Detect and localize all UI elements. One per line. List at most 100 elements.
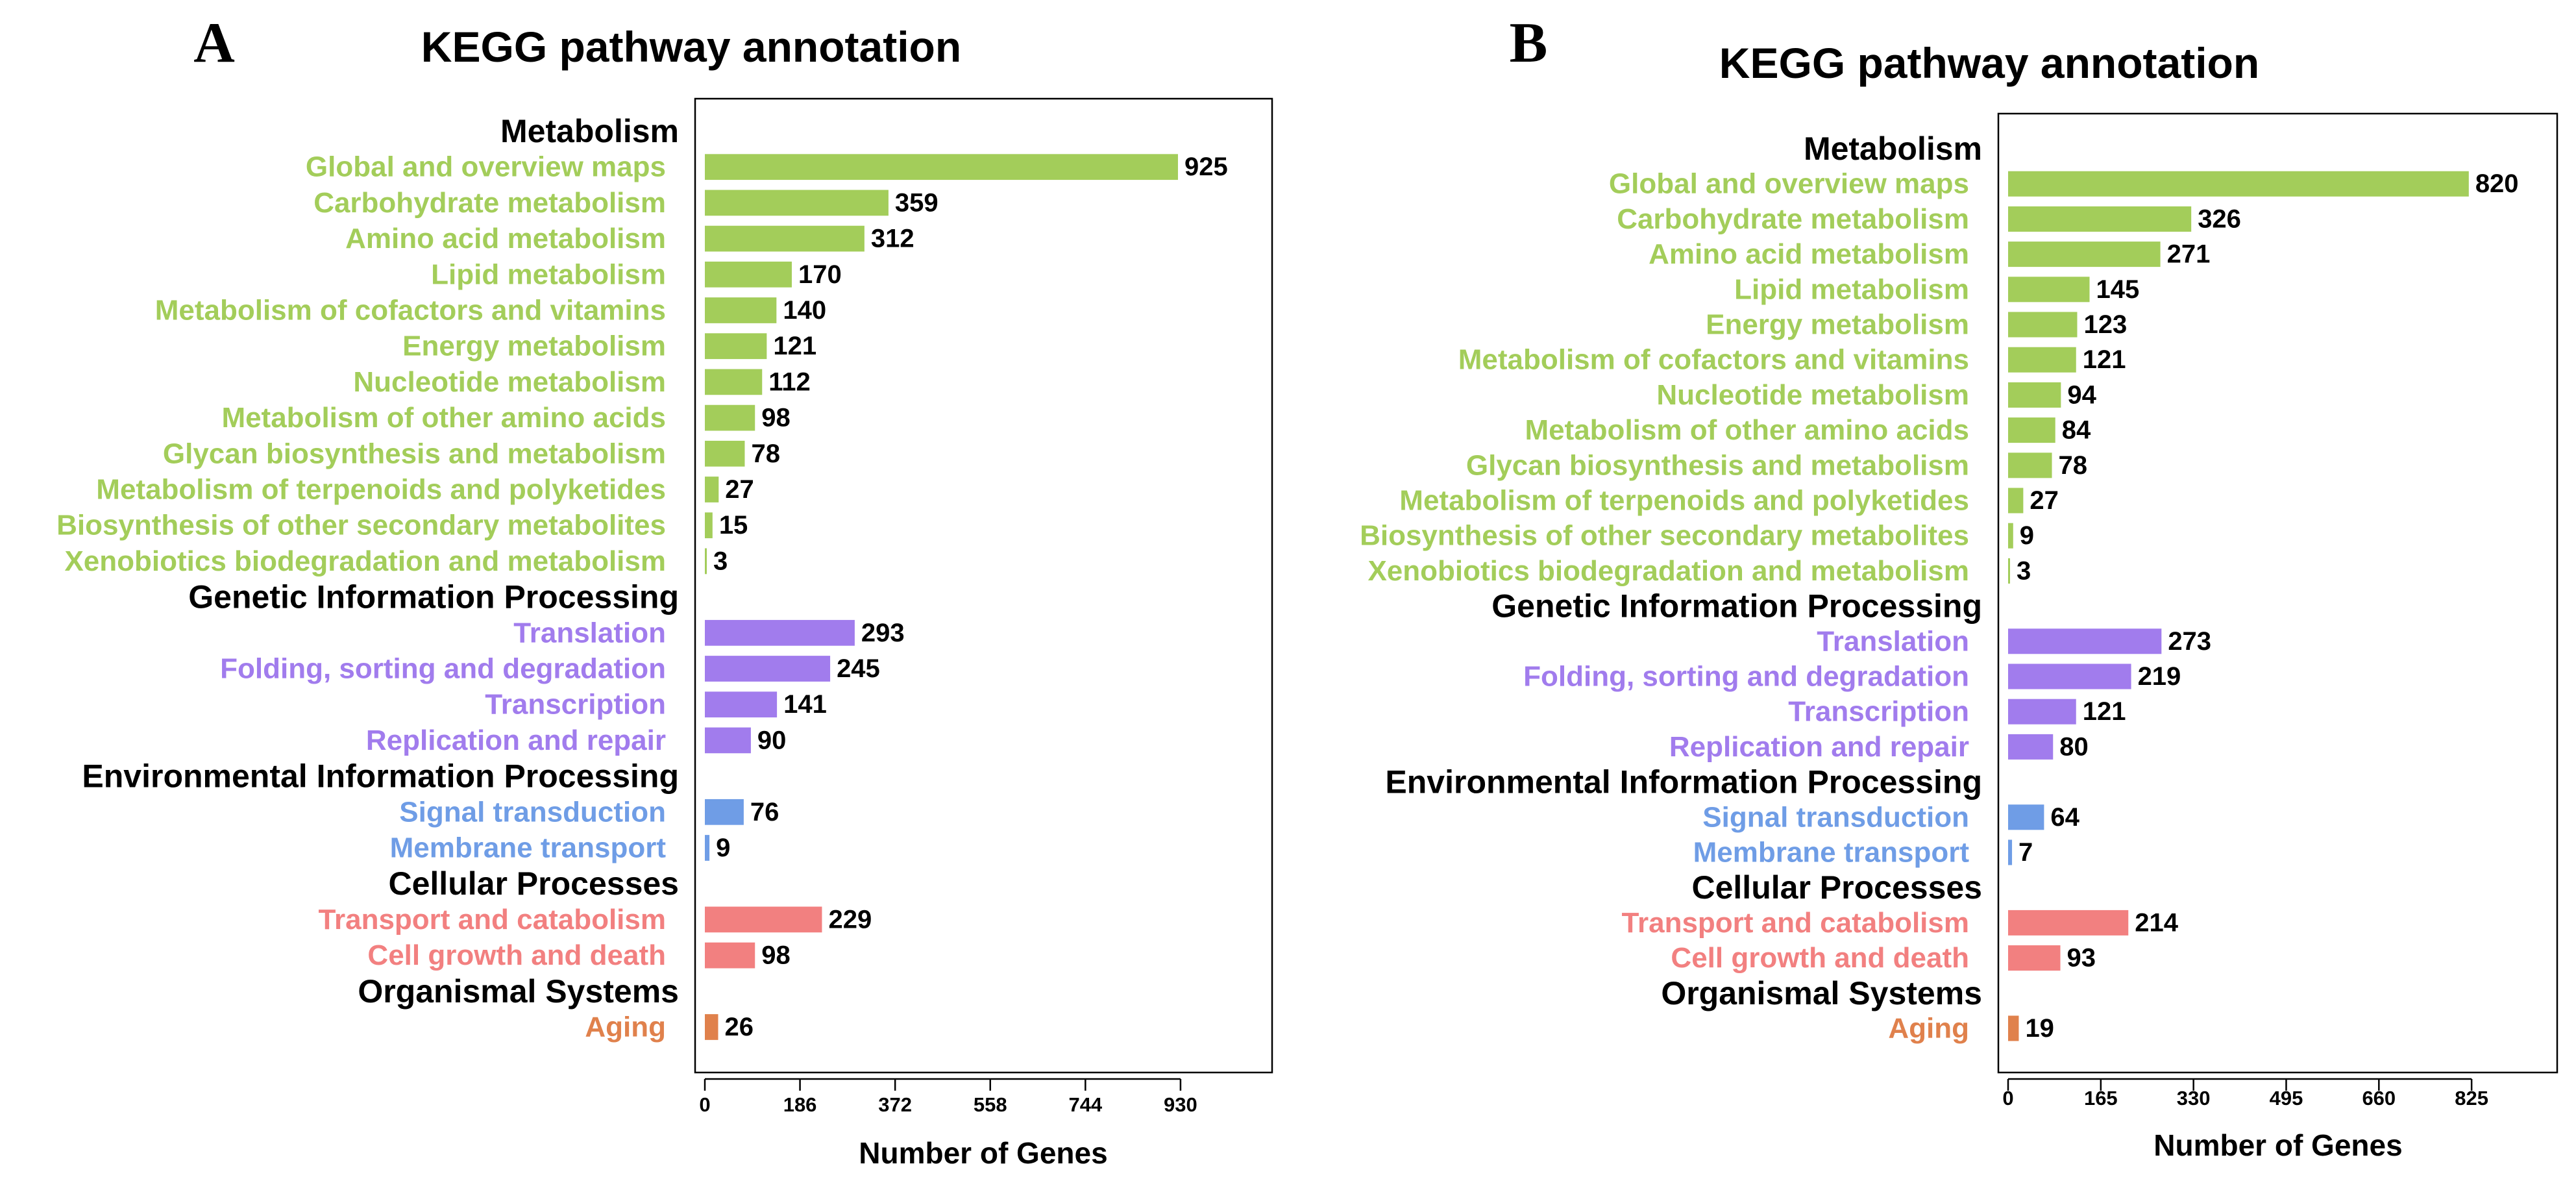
panel-b-bar xyxy=(2008,910,2129,936)
panel-a-category-label: Translation xyxy=(513,617,666,649)
panel-a-x-tick-label: 186 xyxy=(783,1093,817,1116)
panel-b-x-axis-title: Number of Genes xyxy=(2153,1128,2402,1162)
panel-a-value-label: 112 xyxy=(768,367,811,396)
panel-a-value-label: 98 xyxy=(761,941,791,970)
panel-a-category-label: Aging xyxy=(585,1011,666,1043)
panel-b-category-label: Energy metabolism xyxy=(1706,309,1969,341)
panel-b-category-label: Translation xyxy=(1817,625,1969,657)
panel-b-group-label: Organismal Systems xyxy=(1661,975,1982,1011)
panel-a-bar xyxy=(705,906,822,933)
panel-a-letter: A xyxy=(193,12,235,75)
panel-b-value-label: 273 xyxy=(2168,627,2211,656)
panel-a-group-label: Genetic Information Processing xyxy=(188,579,679,615)
panel-b-bar xyxy=(2008,417,2055,443)
panel-a-category-label: Biosynthesis of other secondary metaboli… xyxy=(56,510,666,541)
panel-b-bar xyxy=(2008,171,2469,197)
panel-a-bar xyxy=(705,548,707,575)
panel-a-category-label: Cell growth and death xyxy=(367,939,666,971)
panel-a-bar xyxy=(705,512,713,539)
panel-b-value-label: 326 xyxy=(2198,205,2241,233)
panel-b-value-label: 214 xyxy=(2135,908,2178,937)
panel-a-x-tick-label: 744 xyxy=(1068,1093,1102,1116)
panel-b-bar xyxy=(2008,206,2192,232)
panel-a-value-label: 229 xyxy=(828,905,872,934)
panel-b-bar xyxy=(2008,277,2090,303)
panel-b-category-label: Biosynthesis of other secondary metaboli… xyxy=(1360,520,1969,552)
panel-b-bar xyxy=(2008,804,2044,830)
panel-b-category-label: Replication and repair xyxy=(1669,731,1969,763)
panel-a-value-label: 170 xyxy=(798,260,842,289)
panel-b-bar xyxy=(2008,242,2161,267)
panel-b-bar xyxy=(2008,452,2052,478)
panel-b-x-tick-label: 495 xyxy=(2270,1087,2303,1109)
panel-b-value-label: 145 xyxy=(2096,275,2140,304)
panel-a-bar xyxy=(705,440,745,467)
panel-b-value-label: 121 xyxy=(2083,697,2126,726)
panel-b-category-label: Metabolism of other amino acids xyxy=(1525,414,1969,446)
panel-b-category-label: Lipid metabolism xyxy=(1734,273,1969,305)
panel-a-category-label: Folding, sorting and degradation xyxy=(220,653,666,685)
panel-b-category-label: Xenobiotics biodegradation and metabolis… xyxy=(1368,555,1969,587)
panel-a-bar xyxy=(705,691,778,718)
panel-b-bar xyxy=(2008,734,2054,760)
panel-b-value-label: 19 xyxy=(2025,1014,2054,1043)
panel-a-value-label: 121 xyxy=(773,332,816,360)
panel-b-category-label: Metabolism of terpenoids and polyketides xyxy=(1399,485,1969,517)
panel-b-value-label: 64 xyxy=(2050,803,2079,832)
panel-b-letter: B xyxy=(1510,12,1548,75)
panel-b-value-label: 820 xyxy=(2475,169,2519,198)
panel-b-bar xyxy=(2008,558,2010,584)
panel-b-x-tick-label: 330 xyxy=(2177,1087,2211,1109)
panel-a-category-label: Nucleotide metabolism xyxy=(353,366,666,398)
panel-b-x-tick-label: 165 xyxy=(2084,1087,2118,1109)
panel-a-category-label: Replication and repair xyxy=(366,725,666,756)
panel-b-group-label: Metabolism xyxy=(1804,130,1982,167)
panel-a-value-label: 90 xyxy=(757,726,787,754)
panel-a-bar xyxy=(705,333,767,360)
panel-a-x-tick-label: 372 xyxy=(878,1093,912,1116)
panel-a-bar xyxy=(705,261,792,288)
panel-a-bar xyxy=(705,477,719,502)
panel-a-group-label: Metabolism xyxy=(500,113,679,149)
panel-b-value-label: 78 xyxy=(2059,451,2088,480)
panel-b-category-label: Amino acid metabolism xyxy=(1649,238,1969,270)
panel-b-value-label: 93 xyxy=(2067,944,2096,973)
panel-b-category-label: Transcription xyxy=(1788,696,1969,728)
panel-b-bar xyxy=(2008,382,2061,408)
panel-b-value-label: 121 xyxy=(2083,345,2126,374)
panel-a-value-label: 3 xyxy=(713,547,728,575)
panel-b-plot-frame xyxy=(1997,112,2558,1074)
panel-a-category-label: Carbohydrate metabolism xyxy=(313,187,666,219)
panel-a-x-tick-label: 558 xyxy=(974,1093,1007,1116)
panel-b-group-label: Environmental Information Processing xyxy=(1385,764,1982,800)
panel-a-value-label: 78 xyxy=(751,440,780,468)
panel-b-group-label: Cellular Processes xyxy=(1692,869,1983,906)
panel-a-value-label: 925 xyxy=(1184,153,1228,181)
panel-b-value-label: 219 xyxy=(2138,662,2181,691)
panel-a-category-label: Signal transduction xyxy=(399,796,666,828)
panel-a-group-label: Environmental Information Processing xyxy=(82,758,679,795)
panel-a-bar xyxy=(705,799,744,825)
panel-b-group-label: Genetic Information Processing xyxy=(1491,588,1982,625)
panel-b-x-tick-label: 825 xyxy=(2455,1087,2488,1109)
panel-a-bar xyxy=(705,297,777,323)
panel-b-bar xyxy=(2008,663,2131,689)
panel-a-value-label: 98 xyxy=(761,404,791,432)
panel-a-plot-frame xyxy=(694,97,1273,1074)
panel-a-bar xyxy=(705,727,751,754)
panel-a-category-label: Global and overview maps xyxy=(306,151,666,183)
panel-a-category-label: Glycan biosynthesis and metabolism xyxy=(163,438,666,469)
panel-a-category-label: Energy metabolism xyxy=(402,330,666,362)
chart-panel-b: B KEGG pathway annotation MetabolismGlobal… xyxy=(1360,12,2558,1162)
panel-b-value-label: 3 xyxy=(2017,556,2031,585)
panel-a-category-label: Metabolism of other amino acids xyxy=(221,402,666,434)
panel-a-title: KEGG pathway annotation xyxy=(421,23,961,71)
panel-a-value-label: 140 xyxy=(783,296,826,325)
panel-b-category-label: Cell growth and death xyxy=(1671,942,1969,974)
panel-a-x-axis-title: Number of Genes xyxy=(859,1136,1107,1170)
panel-a-category-label: Metabolism of terpenoids and polyketides xyxy=(96,474,666,506)
panel-b-value-label: 123 xyxy=(2083,310,2127,339)
panel-a-bar xyxy=(705,190,889,216)
